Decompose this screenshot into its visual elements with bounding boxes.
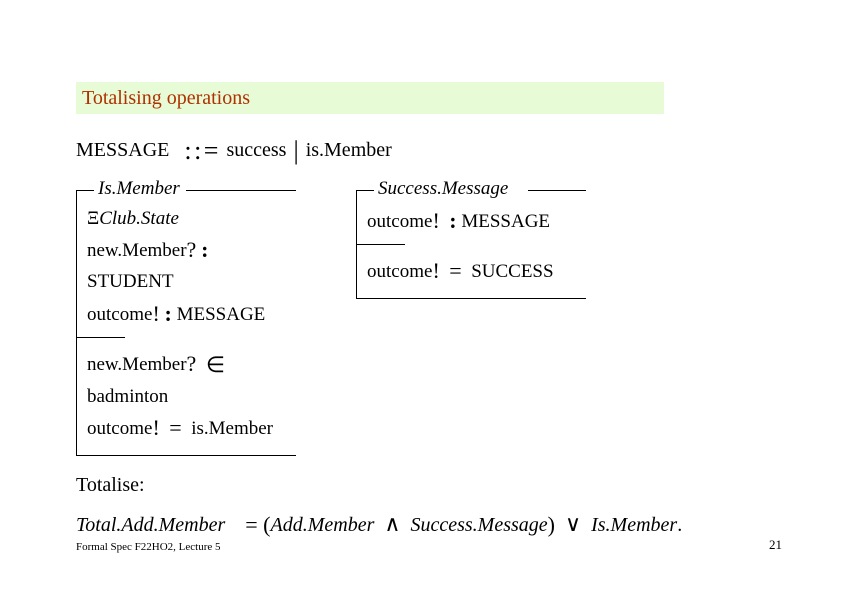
outcome: outcome [87,418,152,439]
freetype-definition: MESSAGE : : = success | is.Member [76,130,766,172]
freetype-val1: success [226,139,286,161]
success-val: SUCCESS [471,261,553,282]
and-symbol: ∧ [384,511,400,536]
title-text: Totalising operations [82,87,250,110]
outcome: outcome [367,211,432,232]
badminton: badminton [87,386,168,407]
ismember-ref: Is.Member [591,514,677,536]
page-number: 21 [769,537,782,553]
pipe-symbol: | [291,136,300,165]
close-paren: ) [548,512,555,537]
equals: = [169,415,181,440]
outcome: outcome [87,304,152,325]
student: STUDENT [87,271,174,292]
qmark: ? [187,237,197,262]
addmember: Add.Member [271,514,375,536]
message-type: MESSAGE [461,211,550,232]
ismember-val: is.Member [191,418,273,439]
newmember: new.Member [87,354,187,375]
content-area: MESSAGE : : = success | is.Member Is.Mem… [76,130,766,538]
schema-name: Success.Message [374,178,512,200]
outcome: outcome [367,261,432,282]
or-symbol: ∨ [565,511,581,536]
successmessage: Success.Message [410,514,547,536]
totalise-equation: Total.Add.Member = (Add.Member ∧ Success… [76,511,766,538]
total-lhs: Total.Add.Member [76,514,225,536]
decl-line: ΞClub.State [87,204,288,233]
schemas-row: Is.Member ΞClub.State new.Member? : STUD… [76,190,766,457]
bang: ! [152,415,159,440]
bang: ! [432,208,439,233]
colon: : [201,237,208,262]
equals: = [449,258,461,283]
freetype-name: MESSAGE [76,139,169,161]
element-of: ∈ [206,352,225,377]
eq-open: = ( [245,512,270,537]
freetype-val2: is.Member [306,139,392,161]
schema-name: Is.Member [94,178,184,200]
qmark: ? [187,351,197,376]
bang: ! [152,301,159,326]
colon: : [449,208,456,233]
totalise-label: Totalise: [76,474,766,497]
decl-line: outcome! : MESSAGE [87,297,288,331]
schema-success: Success.Message outcome! : MESSAGE outco… [356,190,586,299]
xi-symbol: Ξ [87,208,99,229]
decl-line: outcome! : MESSAGE [367,204,578,238]
pred-line: outcome! = SUCCESS [367,254,578,288]
footer-left: Formal Spec F22HO2, Lecture 5 [76,541,221,553]
decl-line: new.Member? : STUDENT [87,233,288,297]
bang: ! [432,258,439,283]
pred-line: new.Member? ∈ badminton [87,347,288,412]
message-type: MESSAGE [177,304,266,325]
schema-isMember: Is.Member ΞClub.State new.Member? : STUD… [76,190,296,457]
colon: : [165,301,172,326]
def-symbol: : : = [184,136,216,165]
newmember: new.Member [87,240,187,261]
clubstate: Club.State [99,208,179,229]
title-bar: Totalising operations [76,82,664,114]
dot: . [677,514,682,536]
pred-line: outcome! = is.Member [87,411,288,445]
